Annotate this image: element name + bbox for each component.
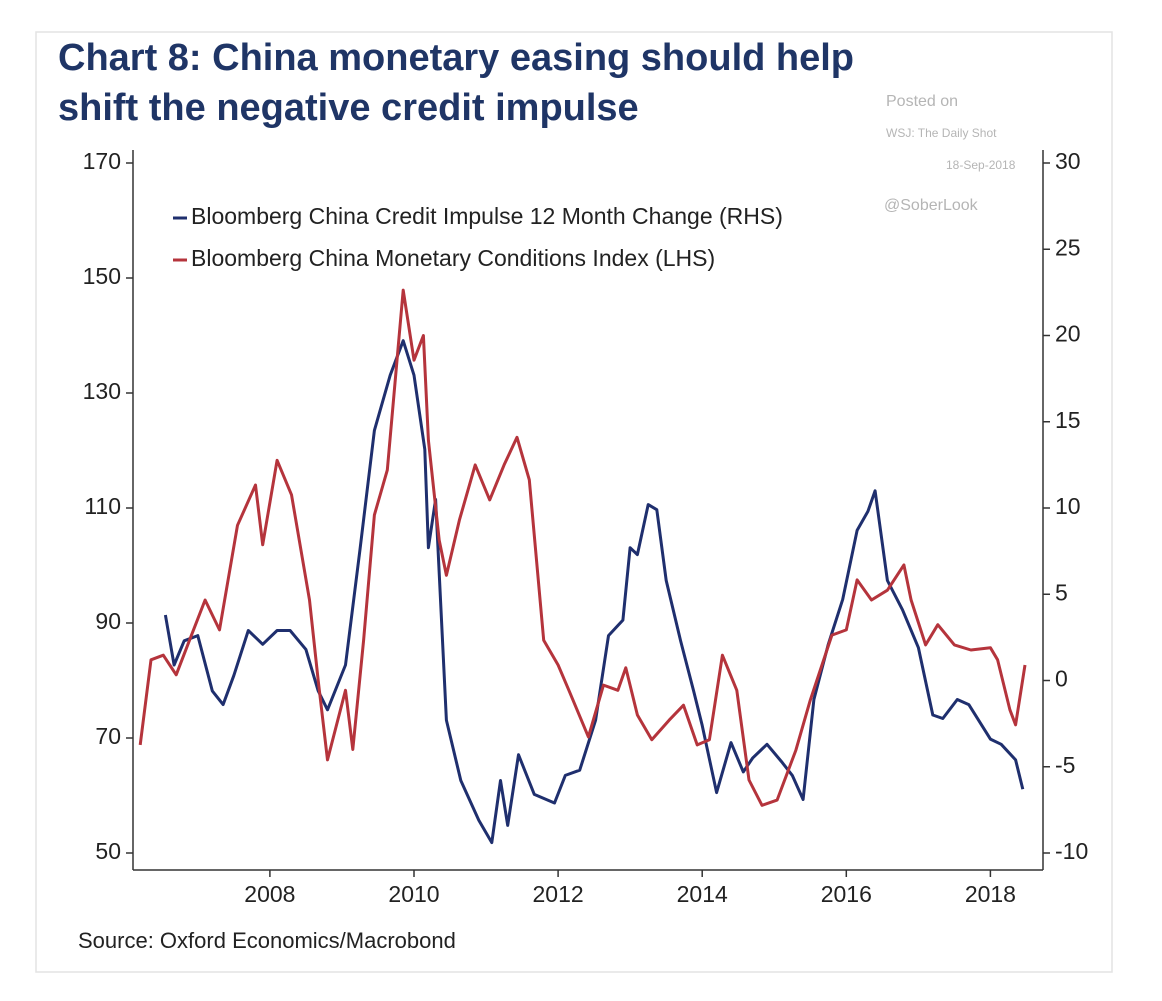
- frame: [35, 31, 1113, 973]
- x-tick-label: 2010: [388, 881, 439, 907]
- series-line: [163, 339, 1025, 845]
- legend-label: Bloomberg China Credit Impulse 12 Month …: [191, 203, 783, 229]
- legend-label: Bloomberg China Monetary Conditions Inde…: [191, 245, 715, 271]
- series-line: [138, 288, 1027, 807]
- y-tick-label: 150: [83, 263, 121, 289]
- source: Source: Oxford Economics/Macrobond: [78, 928, 456, 953]
- y-tick-label: 110: [84, 493, 121, 519]
- y2-tick-label: 0: [1055, 666, 1068, 692]
- chart-title: Chart 8: China monetary easing should he…: [58, 37, 854, 79]
- y-tick-label: 90: [95, 608, 121, 634]
- watermark: Posted on: [886, 93, 958, 110]
- x-tick-label: 2012: [533, 881, 584, 907]
- y2-tick-label: 5: [1055, 579, 1068, 605]
- y-tick-label: 70: [95, 723, 121, 749]
- x-tick-label: 2018: [965, 881, 1016, 907]
- y2-tick-label: 15: [1055, 407, 1081, 433]
- watermark: @SoberLook: [884, 197, 979, 214]
- watermark: 18-Sep-2018: [946, 158, 1016, 172]
- y-tick-label: 170: [83, 148, 121, 174]
- x-tick-label: 2016: [821, 881, 872, 907]
- watermark: WSJ: The Daily Shot: [886, 126, 997, 140]
- chart-title: shift the negative credit impulse: [58, 87, 639, 129]
- y2-tick-label: 30: [1055, 148, 1081, 174]
- x-tick-label: 2008: [244, 881, 295, 907]
- y2-tick-label: 10: [1055, 493, 1081, 519]
- y2-tick-label: -5: [1055, 752, 1075, 778]
- y2-tick-label: 25: [1055, 234, 1081, 260]
- y2-tick-label: 20: [1055, 321, 1081, 347]
- y-tick-label: 130: [83, 378, 121, 404]
- y-tick-label: 50: [95, 838, 121, 864]
- y2-tick-label: -10: [1055, 838, 1088, 864]
- x-tick-label: 2014: [677, 881, 728, 907]
